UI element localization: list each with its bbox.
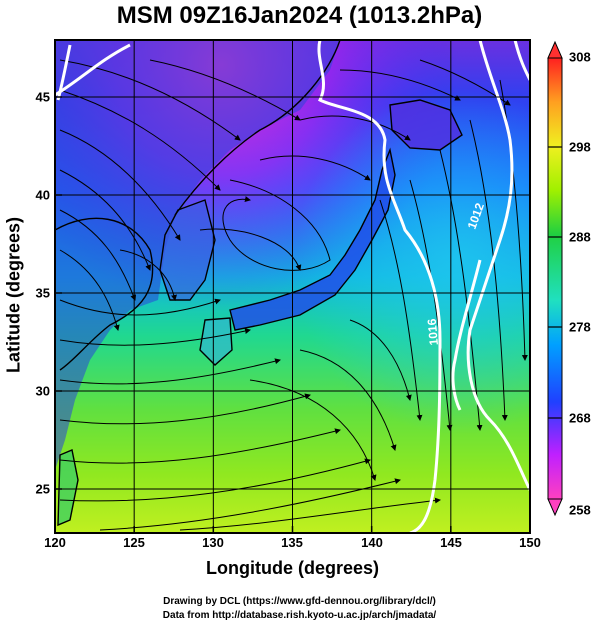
y-tick-label: 45 <box>35 89 50 105</box>
kyushu <box>200 318 232 365</box>
taiwan <box>58 450 78 525</box>
korea-peninsula <box>160 200 215 300</box>
x-tick-label: 135 <box>281 535 303 550</box>
japan-honshu <box>230 150 395 330</box>
colorbar-tick-label: 278 <box>569 319 591 335</box>
y-tick-label: 35 <box>35 285 50 301</box>
grid-lines <box>55 40 530 533</box>
colorbar <box>547 40 563 517</box>
credit-drawing: Drawing by DCL (https://www.gfd-dennou.o… <box>163 596 436 607</box>
colorbar-tick-label: 258 <box>569 502 591 518</box>
x-tick-label: 120 <box>44 535 66 550</box>
map-field: 1012 1016 <box>55 40 530 533</box>
y-tick-label: 30 <box>35 383 50 399</box>
continent-landmass <box>55 40 340 470</box>
chart-title: MSM 09Z16Jan2024 (1013.2hPa) <box>116 2 483 29</box>
x-tick-label: 130 <box>202 535 224 550</box>
streamlines <box>59 59 528 531</box>
x-axis-label: Longitude (degrees) <box>205 558 379 578</box>
y-tick-label: 40 <box>35 187 50 203</box>
contour-label-1016: 1016 <box>425 318 441 346</box>
pressure-contours <box>55 40 530 533</box>
axis-ticks <box>54 96 531 533</box>
colorbar-bottom-arrow <box>547 498 563 517</box>
x-tick-label: 140 <box>361 535 383 550</box>
colorbar-tick-label: 268 <box>569 410 591 426</box>
colorbar-top-arrow <box>547 40 563 59</box>
y-axis-label: Latitude (degrees) <box>3 216 24 374</box>
y-tick-label: 25 <box>35 481 50 497</box>
x-tick-label: 150 <box>519 535 541 550</box>
credit-data: Data from http://database.rish.kyoto-u.a… <box>162 610 437 621</box>
colorbar-tick-label: 298 <box>569 139 591 155</box>
colorbar-tick-label: 308 <box>569 49 591 65</box>
coastlines <box>55 40 463 527</box>
x-tick-label: 125 <box>123 535 145 550</box>
colorbar-tick-label: 288 <box>569 229 591 245</box>
x-tick-label: 145 <box>440 535 462 550</box>
